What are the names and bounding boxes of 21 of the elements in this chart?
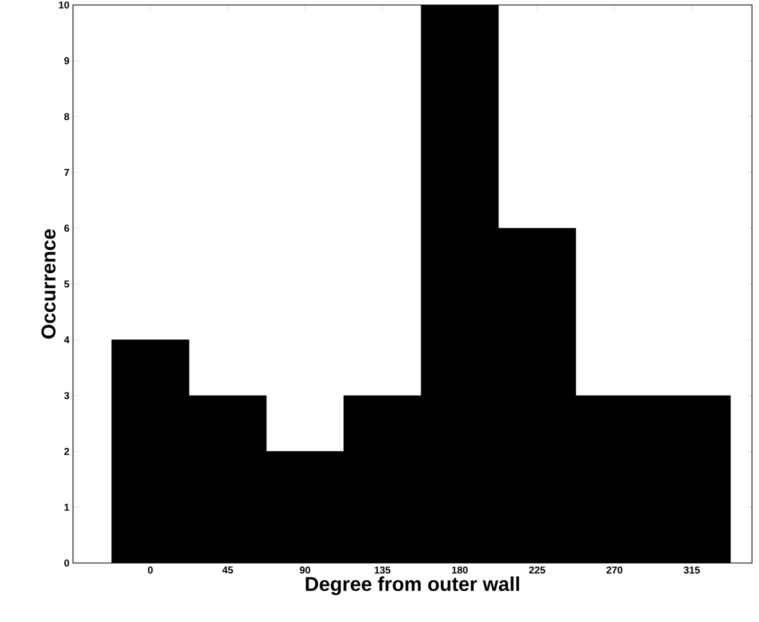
y-tick-label: 8 [64,113,70,120]
x-tick-label: 0 [148,566,153,574]
y-tick-label: 9 [64,57,70,64]
y-axis-title: Occurrence [41,229,56,339]
y-tick-label: 7 [64,168,70,176]
x-tick-label: 90 [300,566,310,574]
x-tick-label: 270 [606,566,622,574]
y-tick-label: 10 [59,1,70,9]
y-tick-label: 0 [64,559,70,567]
x-axis-title: Degree from outer wall [306,576,520,596]
x-tick-label: 45 [222,566,233,574]
x-tick-label: 225 [529,566,546,574]
y-tick-label: 3 [64,392,70,400]
y-tick-label: 6 [64,224,70,232]
x-tick-label: 180 [452,566,468,574]
y-tick-label: 4 [64,336,70,344]
y-tick-label: 2 [64,448,70,455]
y-tick-label: 5 [64,280,70,288]
x-tick-label: 315 [684,566,700,574]
y-tick-label: 1 [64,504,70,511]
x-tick-label: 135 [374,566,390,574]
